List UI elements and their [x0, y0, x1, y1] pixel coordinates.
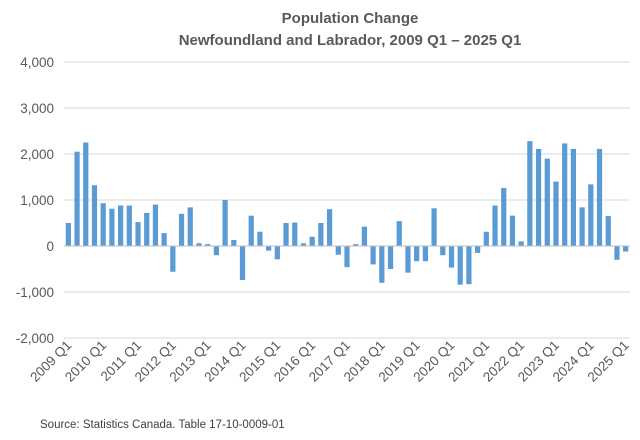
bar [344, 246, 350, 268]
bar [257, 231, 263, 246]
bar [318, 223, 324, 246]
bar [396, 221, 402, 246]
bar [309, 236, 315, 246]
bar [135, 222, 141, 246]
bars [65, 141, 629, 285]
bar [370, 246, 376, 265]
bar [274, 246, 280, 260]
bar [74, 151, 80, 246]
y-tick-label: 4,000 [20, 55, 54, 70]
bar [570, 148, 577, 246]
bar [387, 246, 394, 269]
bar [466, 246, 472, 285]
y-tick-label: 3,000 [20, 101, 54, 116]
bar [588, 184, 594, 246]
bar [353, 244, 359, 246]
bar [83, 142, 89, 246]
gridlines [64, 61, 630, 339]
bar [553, 181, 559, 246]
bar [422, 246, 428, 262]
bar [152, 204, 159, 246]
bar [100, 203, 106, 246]
bar [596, 148, 603, 246]
bar [440, 246, 446, 256]
bar [492, 205, 498, 246]
bar [117, 205, 124, 246]
bar [300, 243, 307, 246]
y-tick-label: -2,000 [16, 331, 54, 346]
y-tick-label: 2,000 [20, 147, 54, 162]
bar [91, 185, 98, 246]
bar [431, 208, 437, 246]
bar [126, 205, 132, 246]
bar [292, 222, 298, 246]
bar [239, 246, 246, 281]
bar [579, 207, 585, 246]
y-tick-label: 1,000 [20, 193, 54, 208]
bar [161, 233, 167, 246]
bar [361, 226, 368, 246]
bar [266, 246, 272, 251]
bar [623, 246, 629, 252]
bar [535, 148, 542, 246]
bar [326, 209, 333, 246]
bar [509, 215, 516, 246]
bar [205, 244, 211, 246]
bar [544, 158, 550, 246]
chart-subtitle: Newfoundland and Labrador, 2009 Q1 – 202… [179, 32, 522, 49]
bar [335, 246, 341, 255]
bar [614, 246, 620, 260]
bar [605, 216, 611, 246]
y-tick-label: -1,000 [16, 285, 54, 300]
bar [231, 240, 237, 246]
bar [187, 207, 193, 246]
bar [527, 141, 533, 246]
bar [475, 246, 481, 253]
y-axis-tick-labels: 4,000 3,000 2,000 1,000 0 -1,000 -2,000 [16, 55, 54, 346]
bar [283, 223, 289, 246]
bar [222, 200, 228, 246]
bar [457, 246, 463, 285]
bar [248, 215, 254, 246]
y-tick-label: 0 [46, 239, 54, 254]
bar [213, 246, 219, 256]
chart-title: Population Change [282, 10, 419, 27]
bar [196, 243, 202, 246]
source-note: Source: Statistics Canada. Table 17-10-0… [40, 419, 285, 431]
bar [109, 208, 115, 246]
bar [65, 223, 71, 246]
bar [483, 231, 489, 246]
bar [405, 246, 411, 273]
bar [170, 246, 176, 272]
bar [518, 241, 524, 246]
bar [414, 246, 420, 262]
bar [178, 213, 185, 246]
bar [448, 246, 455, 268]
bar [379, 246, 385, 283]
bar [562, 143, 568, 246]
bar [501, 188, 507, 246]
bar [144, 212, 150, 246]
